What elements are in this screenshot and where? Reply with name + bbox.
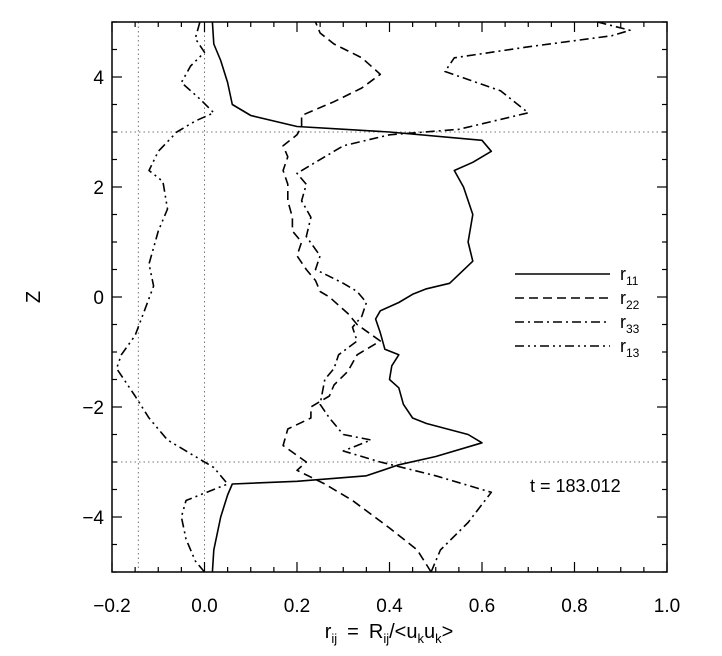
legend-label: r13: [620, 336, 640, 360]
x-tick-label: 0.6: [469, 596, 495, 617]
x-tick-label: 1.0: [654, 596, 680, 617]
series-line-r11: [211, 21, 493, 573]
series-line-r33: [296, 21, 631, 573]
x-tick-label: 0.8: [561, 596, 587, 617]
y-tick-label: −4: [82, 508, 104, 529]
time-annotation: t = 183.012: [530, 476, 621, 496]
x-axis-label: rij = Rij/<ukuk>: [325, 621, 454, 646]
x-tick-label: 0.0: [191, 596, 217, 617]
legend-label: r33: [620, 312, 640, 336]
y-tick-label: 4: [93, 68, 104, 89]
series-layer: [115, 21, 631, 573]
x-tick-label: −0.2: [93, 596, 131, 617]
series-line-r22: [282, 21, 432, 573]
tick-labels: −0.2 0.0 0.2 0.4 0.6 0.8 1.0 −4 −2 0 2 4: [82, 68, 680, 617]
x-tick-label: 0.4: [376, 596, 403, 617]
x-tick-label: 0.2: [284, 596, 310, 617]
y-tick-label: −2: [82, 398, 104, 419]
series-line-r13: [115, 21, 229, 573]
y-tick-label: 2: [93, 178, 104, 199]
reference-lines: [112, 22, 667, 572]
legend-label: r22: [620, 288, 640, 312]
legend-label: r11: [620, 264, 639, 288]
ticks: [111, 21, 668, 573]
y-tick-label: 0: [93, 288, 104, 309]
y-axis-label: Z: [23, 291, 45, 303]
